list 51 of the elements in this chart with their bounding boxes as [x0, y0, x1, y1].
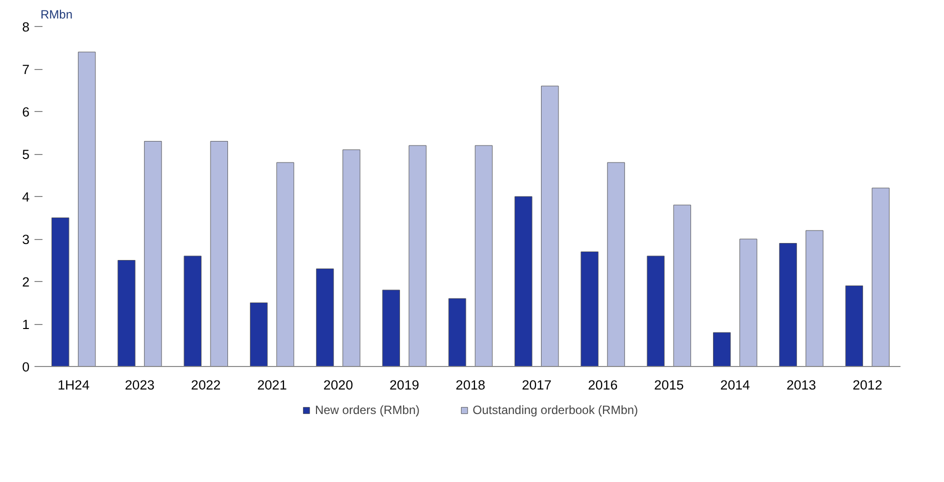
bar — [673, 204, 692, 366]
bar — [51, 218, 70, 366]
y-axis-title: RMbn — [40, 8, 73, 22]
x-tick-label: 2017 — [522, 378, 552, 392]
y-tick-label: 0 — [22, 360, 30, 374]
x-tick-label: 2015 — [654, 378, 684, 392]
bar — [184, 256, 202, 366]
x-tick-label: 2013 — [786, 378, 816, 392]
bar — [210, 141, 228, 366]
bar — [382, 290, 400, 366]
y-tick-label: 3 — [22, 232, 30, 247]
x-tick-label: 2022 — [191, 378, 221, 392]
x-tick-label: 1H24 — [58, 378, 90, 392]
bar — [316, 268, 334, 366]
bar — [514, 196, 532, 366]
legend-label: Outstanding orderbook (RMbn) — [472, 403, 638, 417]
bar — [713, 332, 731, 366]
legend-label: New orders (RMbn) — [314, 403, 420, 417]
x-tick-label: 2019 — [390, 378, 420, 392]
bar — [779, 243, 797, 366]
y-tick-label: 6 — [22, 104, 30, 120]
x-tick-label: 2020 — [323, 378, 354, 392]
bar — [739, 238, 758, 366]
x-tick-label: 2016 — [588, 378, 618, 392]
bar — [250, 302, 268, 366]
x-tick-label: 2023 — [124, 378, 155, 392]
x-tick-label: 2012 — [852, 378, 882, 392]
x-tick-label: 2014 — [720, 378, 751, 392]
y-tick-label: 4 — [22, 190, 30, 204]
bar — [342, 150, 360, 366]
bar — [845, 286, 864, 366]
y-tick-label: 1 — [22, 317, 30, 332]
bar — [646, 256, 665, 366]
bar — [118, 260, 136, 366]
bar — [474, 145, 493, 366]
bar — [78, 52, 96, 366]
bar — [580, 252, 598, 366]
y-tick-label: 2 — [22, 274, 30, 290]
bar — [144, 141, 162, 366]
bar — [607, 162, 625, 366]
bar — [872, 188, 890, 366]
x-tick-label: 2018 — [456, 378, 486, 392]
bar — [408, 145, 426, 366]
x-tick-label: 2021 — [257, 378, 287, 392]
y-tick-label: 7 — [22, 62, 30, 77]
bar — [541, 86, 559, 366]
y-tick-label: 5 — [22, 147, 30, 162]
bar — [448, 298, 466, 366]
bar — [276, 162, 294, 366]
y-tick-label: 8 — [22, 20, 30, 34]
bar — [806, 230, 824, 366]
